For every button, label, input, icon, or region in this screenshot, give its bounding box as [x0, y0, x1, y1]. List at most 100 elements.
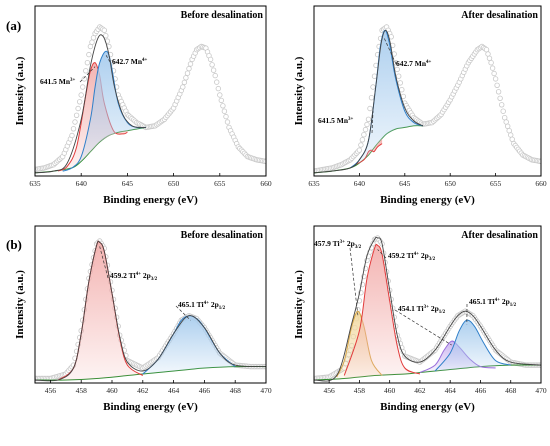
x-tick-label: 660 — [535, 179, 547, 188]
envelope-line — [314, 236, 541, 382]
raw-data-point — [486, 55, 493, 61]
y-axis-label: Intensity (a.u.) — [14, 56, 26, 125]
raw-data-point — [89, 39, 95, 45]
peak-annotation: 454.1 Ti3+ 2p1/2 — [398, 304, 446, 315]
raw-data-point — [70, 126, 77, 132]
annotation-sub: 3/2 — [151, 277, 158, 282]
raw-data-point — [491, 70, 497, 77]
annotation-sub: 1/2 — [219, 306, 226, 311]
raw-data-point — [500, 108, 506, 114]
raw-data-point — [356, 147, 363, 153]
annotation-post: 2p — [419, 251, 429, 260]
raw-data-point — [181, 79, 188, 86]
annotation-sub: 3/2 — [429, 257, 436, 262]
annotation-main: 641.5 Mn — [318, 116, 349, 125]
panel-title: After desalination — [461, 10, 538, 21]
annotation-sub: 1/2 — [510, 303, 517, 308]
component-line-1 — [343, 243, 421, 376]
raw-data-point — [538, 158, 541, 165]
x-tick-label: 462 — [414, 386, 426, 395]
annotation-post: 2p — [141, 271, 151, 280]
raw-data-point — [218, 97, 224, 104]
component-fill-3 — [435, 320, 511, 371]
plot-area — [314, 24, 541, 174]
x-tick-label: 462 — [137, 386, 149, 395]
x-tick-label: 645 — [122, 179, 134, 188]
plot-frame — [34, 225, 267, 384]
raw-data-point — [365, 116, 372, 122]
y-axis-label: Intensity (a.u.) — [293, 56, 305, 125]
raw-data-point — [76, 99, 83, 105]
raw-data-point — [362, 126, 369, 133]
annotation-leader — [105, 55, 111, 63]
envelope-line — [35, 240, 266, 382]
x-tick-label: 660 — [260, 179, 272, 188]
x-tick-label: 458 — [354, 386, 366, 395]
panel-label-b: (b) — [6, 237, 22, 252]
annotation-sup: 4+ — [142, 58, 148, 63]
x-axis-label: Binding energy (eV) — [380, 401, 475, 413]
x-tick-label: 470 — [535, 386, 547, 395]
xps-panel-1: 635 640 645 650 655 660 After desalination Bind… — [293, 5, 547, 206]
raw-data-point — [207, 56, 214, 63]
annotation-leader — [377, 249, 387, 259]
raw-data-point — [368, 94, 375, 101]
raw-data-point — [215, 85, 221, 92]
raw-data-point — [367, 105, 373, 112]
annotation-main: 465.1 Ti — [469, 297, 495, 306]
component-fill-1 — [142, 315, 236, 374]
annotation-sup: 3+ — [340, 240, 346, 245]
envelope-line — [314, 29, 424, 174]
raw-data-point — [505, 123, 511, 129]
x-tick-label: 456 — [45, 386, 57, 395]
peak-annotation: 465.1 Ti4+ 2p1/2 — [178, 300, 226, 311]
raw-data-point — [361, 131, 367, 138]
raw-data-point — [364, 121, 370, 128]
annotation-main: 641.5 Mn — [40, 77, 71, 86]
raw-data-point — [492, 76, 499, 82]
raw-data-point — [397, 80, 403, 86]
x-tick-label: 460 — [384, 386, 396, 395]
annotation-sup: 4+ — [136, 272, 142, 277]
x-tick-label: 468 — [505, 386, 517, 395]
raw-data-point — [210, 67, 217, 73]
annotation-leader — [371, 110, 374, 134]
component-line-1 — [62, 50, 146, 172]
raw-data-point — [180, 84, 186, 90]
annotation-sup: 4+ — [495, 298, 501, 303]
plot-area — [35, 238, 266, 382]
annotation-leader — [99, 246, 109, 279]
peak-annotation: 641.5 Mn3+ — [40, 77, 76, 86]
raw-data-point — [79, 84, 86, 90]
annotation-main: 642.7 Mn — [396, 59, 427, 68]
raw-data-point — [223, 113, 229, 120]
annotation-sup: 3+ — [70, 78, 76, 83]
raw-data-point — [212, 72, 218, 79]
annotation-sup: 3+ — [424, 305, 430, 310]
annotation-main: 459.2 Ti — [110, 271, 136, 280]
annotation-post: 2p — [500, 297, 510, 306]
panel-title: Before desalination — [181, 10, 264, 21]
envelope-line — [35, 34, 146, 174]
annotation-leader — [79, 66, 96, 83]
x-tick-label: 468 — [230, 386, 242, 395]
annotation-sup: 4+ — [204, 301, 210, 306]
raw-data-point — [221, 108, 228, 114]
annotation-leader — [349, 247, 359, 316]
plot-frame — [313, 5, 542, 177]
raw-data-point — [183, 75, 189, 81]
x-tick-label: 655 — [214, 179, 226, 188]
raw-data-point — [494, 82, 500, 88]
annotation-main: 459.2 Ti — [388, 251, 414, 260]
annotation-main: 465.1 Ti — [178, 300, 204, 309]
raw-data-point — [371, 73, 378, 79]
panel-title: Before desalination — [181, 230, 264, 241]
x-tick-label: 650 — [445, 179, 457, 188]
annotation-sub: 1/2 — [439, 310, 446, 315]
raw-data-point — [224, 119, 231, 125]
x-tick-label: 635 — [29, 179, 41, 188]
raw-data-point — [495, 89, 502, 95]
x-tick-label: 640 — [354, 179, 366, 188]
y-axis-label: Intensity (a.u.) — [14, 270, 26, 339]
x-axis-label: Binding energy (eV) — [103, 194, 198, 206]
